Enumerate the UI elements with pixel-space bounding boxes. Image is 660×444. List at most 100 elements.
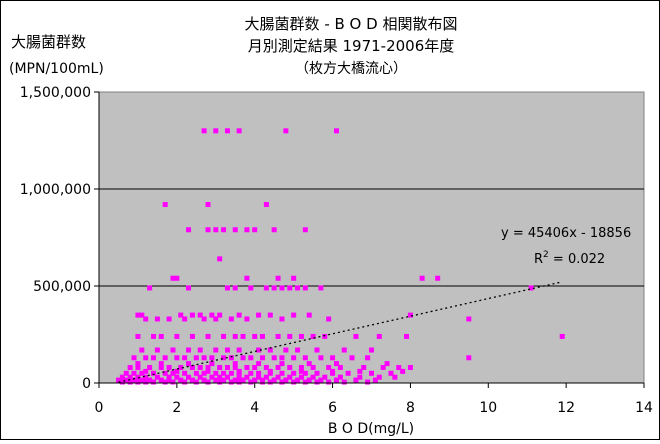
data-point [224, 128, 230, 134]
data-point [135, 374, 141, 380]
data-point [205, 368, 211, 374]
data-point [279, 355, 285, 361]
data-point [275, 374, 281, 380]
data-point [170, 347, 176, 353]
x-tick-label: 2 [172, 400, 181, 416]
data-point [201, 370, 207, 376]
data-point [295, 285, 301, 291]
trendline-equation: y = 45406x - 18856 [501, 226, 631, 241]
y-axis-title: 大腸菌群数 [11, 33, 86, 51]
data-point [189, 377, 195, 383]
data-point [221, 227, 227, 233]
data-point [221, 377, 227, 383]
r2-prefix: R [534, 252, 543, 267]
data-point [372, 377, 378, 383]
data-point [228, 379, 234, 385]
data-point [244, 364, 250, 370]
data-point [217, 256, 223, 262]
data-point [189, 364, 195, 370]
data-point [166, 374, 172, 380]
data-point [271, 355, 277, 361]
data-point [170, 370, 176, 376]
x-tick-label: 10 [479, 400, 497, 416]
data-point [228, 316, 234, 322]
data-point [174, 355, 180, 361]
data-point [189, 333, 195, 339]
data-point [252, 227, 258, 233]
data-point [162, 355, 168, 361]
data-point [380, 364, 386, 370]
data-point [376, 374, 382, 380]
data-point [240, 355, 246, 361]
data-point [244, 374, 250, 380]
data-point [217, 312, 223, 318]
data-point [244, 227, 250, 233]
data-point [221, 355, 227, 361]
data-point [322, 333, 328, 339]
x-axis-ticks: 0 2 4 6 8 10 12 14 [95, 383, 653, 416]
data-point [170, 275, 176, 281]
x-tick-label: 8 [406, 400, 415, 416]
data-point [306, 361, 312, 367]
data-point [263, 374, 269, 380]
data-point [298, 364, 304, 370]
data-point [213, 227, 219, 233]
data-point [236, 312, 242, 318]
data-point [306, 377, 312, 383]
data-point [217, 364, 223, 370]
data-point [139, 370, 145, 376]
data-point [252, 377, 258, 383]
data-point [298, 374, 304, 380]
data-point [314, 347, 320, 353]
data-point [193, 355, 199, 361]
data-point [162, 370, 168, 376]
data-point [248, 355, 254, 361]
data-point [333, 377, 339, 383]
data-point [236, 347, 242, 353]
data-point [139, 347, 145, 353]
y-tick-label: 1,500,000 [20, 85, 91, 101]
data-point [291, 370, 297, 376]
data-point [147, 285, 153, 291]
data-point [256, 370, 262, 376]
data-point [275, 364, 281, 370]
data-point [131, 377, 137, 383]
data-point [283, 347, 289, 353]
data-point [407, 312, 413, 318]
data-point [302, 285, 308, 291]
data-point [186, 227, 192, 233]
data-point [135, 379, 141, 385]
data-point [248, 370, 254, 376]
data-point [201, 128, 207, 134]
data-point [435, 275, 441, 281]
data-point [353, 377, 359, 383]
data-point [217, 379, 223, 385]
data-point [287, 333, 293, 339]
data-point [330, 355, 336, 361]
data-point [178, 364, 184, 370]
data-point [263, 202, 269, 208]
data-point [326, 364, 332, 370]
data-point [119, 379, 125, 385]
data-point [291, 355, 297, 361]
data-point [158, 377, 164, 383]
data-point [186, 361, 192, 367]
data-point [151, 355, 156, 361]
data-point [166, 364, 172, 370]
data-point [310, 364, 316, 370]
data-point [302, 379, 308, 385]
chart-location: （枚方大橋流心） [295, 61, 407, 77]
data-point [197, 364, 203, 370]
data-point [186, 285, 192, 291]
data-point [127, 379, 133, 385]
data-point [115, 377, 121, 383]
data-point [209, 312, 215, 318]
data-point [182, 379, 188, 385]
data-point [302, 227, 308, 233]
data-point [166, 316, 172, 322]
data-point [127, 364, 133, 370]
data-point [213, 128, 219, 134]
data-point [310, 374, 316, 380]
